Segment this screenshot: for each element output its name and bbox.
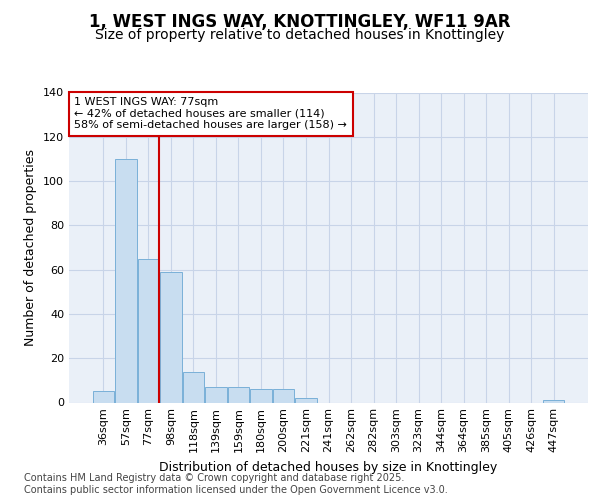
Bar xyxy=(160,272,182,402)
Bar xyxy=(137,258,159,402)
Bar xyxy=(273,389,294,402)
Bar xyxy=(228,387,249,402)
Text: 1 WEST INGS WAY: 77sqm
← 42% of detached houses are smaller (114)
58% of semi-de: 1 WEST INGS WAY: 77sqm ← 42% of detached… xyxy=(74,97,347,130)
Bar xyxy=(115,159,137,402)
X-axis label: Distribution of detached houses by size in Knottingley: Distribution of detached houses by size … xyxy=(160,461,497,474)
Bar xyxy=(205,387,227,402)
Text: 1, WEST INGS WAY, KNOTTINGLEY, WF11 9AR: 1, WEST INGS WAY, KNOTTINGLEY, WF11 9AR xyxy=(89,12,511,30)
Bar xyxy=(92,392,114,402)
Text: Size of property relative to detached houses in Knottingley: Size of property relative to detached ho… xyxy=(95,28,505,42)
Bar xyxy=(182,372,204,402)
Bar xyxy=(250,389,272,402)
Text: Contains HM Land Registry data © Crown copyright and database right 2025.
Contai: Contains HM Land Registry data © Crown c… xyxy=(24,474,448,495)
Bar xyxy=(543,400,565,402)
Y-axis label: Number of detached properties: Number of detached properties xyxy=(25,149,37,346)
Bar xyxy=(295,398,317,402)
